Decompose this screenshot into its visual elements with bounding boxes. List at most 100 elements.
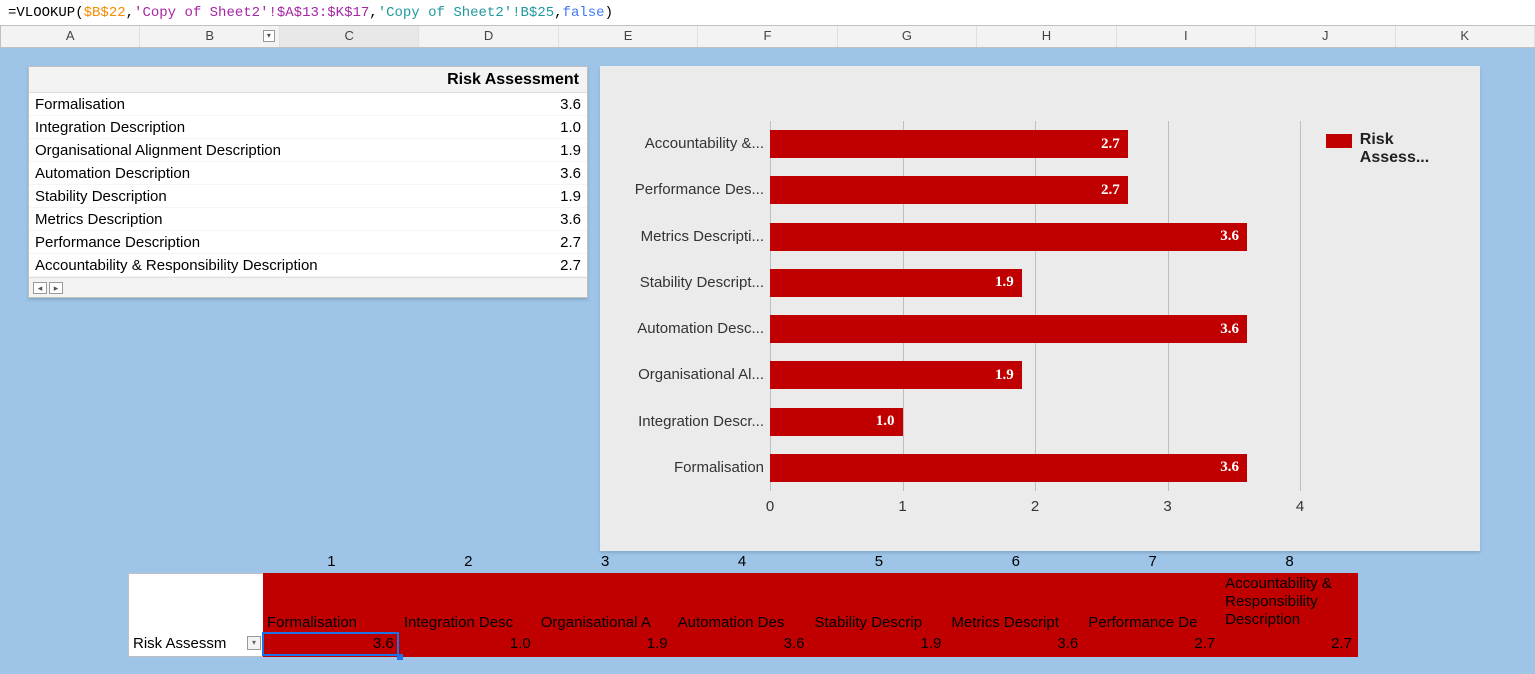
table-row-label: Formalisation <box>35 93 521 115</box>
x-axis-label: 0 <box>766 498 774 515</box>
table-row[interactable]: Automation Description3.6 <box>29 162 587 185</box>
bar-value-label: 2.7 <box>1101 136 1120 153</box>
bottom-value-cell[interactable]: 1.9 <box>811 633 948 657</box>
bottom-header-cell[interactable]: Stability Descrip <box>811 573 948 633</box>
table-row-value: 3.6 <box>521 162 581 184</box>
bottom-header-cell[interactable]: Integration Desc <box>400 573 537 633</box>
table-row-label: Accountability & Responsibility Descript… <box>35 254 521 276</box>
bar-value-label: 3.6 <box>1220 321 1239 338</box>
table-row-label: Stability Description <box>35 185 521 207</box>
table-scroll-right[interactable]: ▸ <box>49 282 63 294</box>
bottom-value-cell[interactable]: 1.0 <box>400 633 537 657</box>
chart-bar[interactable]: 3.6 <box>770 223 1247 251</box>
bottom-col-number: 2 <box>400 553 537 573</box>
bar-value-label: 3.6 <box>1220 228 1239 245</box>
table-row-value: 1.9 <box>521 185 581 207</box>
bottom-value-cell[interactable]: 1.9 <box>537 633 674 657</box>
table-row-label: Performance Description <box>35 231 521 253</box>
bottom-header-cell[interactable]: Performance De <box>1084 573 1221 633</box>
formula-arg4: false <box>563 5 605 21</box>
column-header-K[interactable]: K <box>1396 26 1535 47</box>
bottom-col-number: 8 <box>1221 553 1358 573</box>
column-header-C[interactable]: C <box>280 26 419 47</box>
chart-bar[interactable]: 2.7 <box>770 176 1128 204</box>
bar-value-label: 1.9 <box>995 367 1014 384</box>
column-dropdown-icon[interactable]: ▾ <box>263 30 275 42</box>
bottom-header-cell[interactable]: Metrics Descript <box>947 573 1084 633</box>
formula-arg1: $B$22 <box>84 5 126 21</box>
formula-sep2: , <box>369 5 377 21</box>
bottom-col-number: 7 <box>1084 553 1221 573</box>
table-row-value: 3.6 <box>521 93 581 115</box>
table-header-value: Risk Assessment <box>417 67 587 92</box>
column-header-F[interactable]: F <box>698 26 837 47</box>
table-row[interactable]: Organisational Alignment Description1.9 <box>29 139 587 162</box>
gridline <box>1300 121 1301 491</box>
formula-arg2: 'Copy of Sheet2'!$A$13:$K$17 <box>134 5 369 21</box>
bottom-value-cell[interactable]: 2.7 <box>1084 633 1221 657</box>
table-scroll-left[interactable]: ◂ <box>33 282 47 294</box>
table-row[interactable]: Performance Description2.7 <box>29 231 587 254</box>
formula-sep3: , <box>554 5 562 21</box>
y-axis-label: Stability Descript... <box>604 274 764 291</box>
bottom-value-cell[interactable]: 3.6 <box>263 633 400 657</box>
chart-bar[interactable]: 3.6 <box>770 315 1247 343</box>
column-header-E[interactable]: E <box>559 26 698 47</box>
bottom-header-cell[interactable]: Accountability & Responsibility Descript… <box>1221 573 1358 633</box>
y-axis-label: Formalisation <box>604 459 764 476</box>
bottom-header-cell[interactable]: Formalisation <box>263 573 400 633</box>
column-header-G[interactable]: G <box>838 26 977 47</box>
y-axis-label: Integration Descr... <box>604 413 764 430</box>
table-row[interactable]: Integration Description1.0 <box>29 116 587 139</box>
chart-bar[interactable]: 1.0 <box>770 408 903 436</box>
table-row-value: 2.7 <box>521 254 581 276</box>
risk-data-table: Risk Assessment Formalisation3.6Integrat… <box>28 66 588 298</box>
bottom-value-cell[interactable]: 3.6 <box>947 633 1084 657</box>
column-header-I[interactable]: I <box>1117 26 1256 47</box>
y-axis-label: Organisational Al... <box>604 366 764 383</box>
table-row[interactable]: Formalisation3.6 <box>29 93 587 116</box>
chart-bar[interactable]: 2.7 <box>770 130 1128 158</box>
bottom-data-band: 12345678 FormalisationIntegration DescOr… <box>128 553 1358 657</box>
bottom-header-cell[interactable]: Organisational A <box>537 573 674 633</box>
table-row-label: Metrics Description <box>35 208 521 230</box>
bar-value-label: 2.7 <box>1101 182 1120 199</box>
risk-bar-chart[interactable]: Risk Assess... 012342.7Accountability &.… <box>600 66 1480 551</box>
sheet-canvas[interactable]: Risk Assessment Formalisation3.6Integrat… <box>0 48 1535 674</box>
bottom-col-number: 4 <box>674 553 811 573</box>
bottom-value-cell[interactable]: 2.7 <box>1221 633 1358 657</box>
table-row[interactable]: Metrics Description3.6 <box>29 208 587 231</box>
bar-value-label: 3.6 <box>1220 459 1239 476</box>
bottom-col-number: 6 <box>947 553 1084 573</box>
column-header-D[interactable]: D <box>419 26 558 47</box>
legend-label: Risk Assess... <box>1360 131 1466 167</box>
chart-bar[interactable]: 1.9 <box>770 269 1022 297</box>
bottom-col-number: 5 <box>811 553 948 573</box>
table-row-value: 2.7 <box>521 231 581 253</box>
bottom-row-label: Risk Assessm ▾ <box>128 633 263 657</box>
filter-dropdown-icon[interactable]: ▾ <box>247 636 261 650</box>
y-axis-label: Automation Desc... <box>604 320 764 337</box>
x-axis-label: 1 <box>898 498 906 515</box>
y-axis-label: Performance Des... <box>604 181 764 198</box>
table-row-label: Organisational Alignment Description <box>35 139 521 161</box>
formula-fn: =VLOOKUP( <box>8 5 84 21</box>
bottom-col-number: 3 <box>537 553 674 573</box>
bottom-value-cell[interactable]: 3.6 <box>674 633 811 657</box>
bottom-header-cell[interactable]: Automation Des <box>674 573 811 633</box>
x-axis-label: 4 <box>1296 498 1304 515</box>
table-row-value: 1.0 <box>521 116 581 138</box>
bottom-col-number: 1 <box>263 553 400 573</box>
table-row-value: 3.6 <box>521 208 581 230</box>
chart-bar[interactable]: 1.9 <box>770 361 1022 389</box>
table-row[interactable]: Accountability & Responsibility Descript… <box>29 254 587 277</box>
column-header-row: AB▾CDEFGHIJK <box>0 26 1535 48</box>
column-header-A[interactable]: A <box>1 26 140 47</box>
column-header-J[interactable]: J <box>1256 26 1395 47</box>
table-row[interactable]: Stability Description1.9 <box>29 185 587 208</box>
chart-bar[interactable]: 3.6 <box>770 454 1247 482</box>
legend-swatch <box>1326 134 1352 148</box>
column-header-H[interactable]: H <box>977 26 1116 47</box>
column-header-B[interactable]: B▾ <box>140 26 279 47</box>
formula-bar[interactable]: =VLOOKUP( $B$22 , 'Copy of Sheet2'!$A$13… <box>0 0 1535 26</box>
